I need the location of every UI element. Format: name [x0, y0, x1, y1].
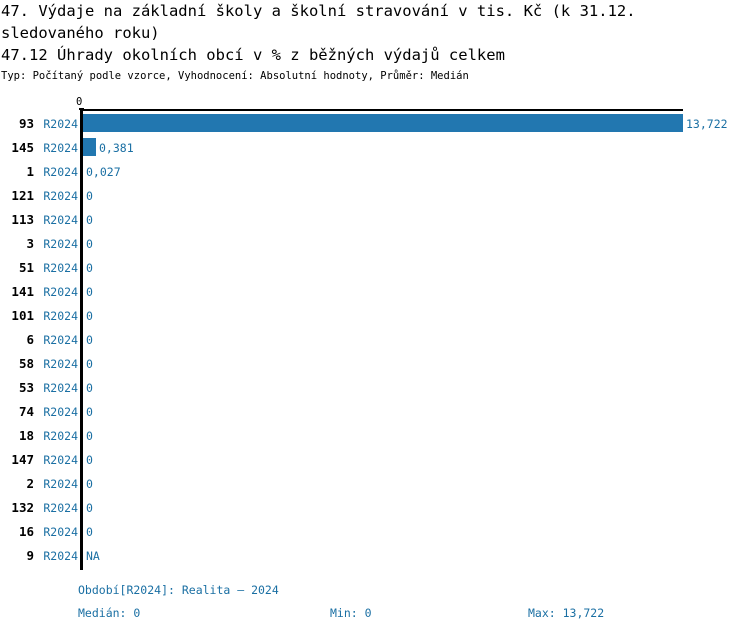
- row-period-label: R2024: [43, 453, 78, 467]
- bar-value-label: 0: [86, 213, 93, 227]
- bar-value-label: 0: [86, 357, 93, 371]
- row-id-label: 101: [11, 308, 34, 323]
- table-row: 145 R2024 0,381: [0, 136, 750, 160]
- stat-min: Min: 0: [330, 606, 372, 620]
- chart-header: 47. Výdaje na základní školy a školní st…: [0, 0, 750, 84]
- table-row: 3 R2024 0: [0, 232, 750, 256]
- table-row: 74 R2024 0: [0, 400, 750, 424]
- row-period-label: R2024: [43, 237, 78, 251]
- bar-chart-plot-area: 0 93 R2024 13,722 145 R2024 0,381 1 R2024 0,027 1…: [0, 96, 750, 576]
- row-id-label: 18: [18, 428, 34, 443]
- page-title: 47. Výdaje na základní školy a školní st…: [1, 2, 636, 42]
- row-period-label: R2024: [43, 117, 78, 131]
- table-row: 132 R2024 0: [0, 496, 750, 520]
- axis-zero-tick-label: 0: [76, 96, 83, 108]
- bar: [83, 114, 683, 132]
- table-row: 93 R2024 13,722: [0, 112, 750, 136]
- bar-value-label: 0: [86, 285, 93, 299]
- bar-rows-list: 93 R2024 13,722 145 R2024 0,381 1 R2024 0,027 121…: [0, 112, 750, 568]
- table-row: 53 R2024 0: [0, 376, 750, 400]
- row-id-label: 1: [26, 164, 34, 179]
- row-period-label: R2024: [43, 381, 78, 395]
- zero-axis-line: [80, 110, 83, 570]
- row-id-label: 121: [11, 188, 34, 203]
- row-period-label: R2024: [43, 429, 78, 443]
- bar-value-label: 0: [86, 429, 93, 443]
- table-row: 121 R2024 0: [0, 184, 750, 208]
- row-period-label: R2024: [43, 213, 78, 227]
- row-id-label: 6: [26, 332, 34, 347]
- row-id-label: 3: [26, 236, 34, 251]
- row-period-label: R2024: [43, 189, 78, 203]
- bar-value-label: 0: [86, 381, 93, 395]
- row-id-label: 58: [18, 356, 34, 371]
- bar-value-label: 13,722: [686, 117, 728, 131]
- table-row: 18 R2024 0: [0, 424, 750, 448]
- bar-value-label: 0: [86, 261, 93, 275]
- table-row: 9 R2024 NA: [0, 544, 750, 568]
- legend-period-label: Období[R2024]: Realita – 2024: [78, 583, 279, 597]
- bar-value-label: 0: [86, 309, 93, 323]
- bar-value-label: 0: [86, 333, 93, 347]
- row-period-label: R2024: [43, 333, 78, 347]
- bar-value-label: 0: [86, 525, 93, 539]
- row-id-label: 113: [11, 212, 34, 227]
- row-id-label: 145: [11, 140, 34, 155]
- indicator-subtitle: 47.12 Úhrady okolních obcí v % z běžných…: [1, 46, 505, 64]
- row-period-label: R2024: [43, 549, 78, 563]
- axis-zero-tick-mark: [79, 108, 84, 110]
- stat-median: Medián: 0: [78, 606, 141, 620]
- row-id-label: 147: [11, 452, 34, 467]
- table-row: 101 R2024 0: [0, 304, 750, 328]
- table-row: 16 R2024 0: [0, 520, 750, 544]
- bar-value-label: 0: [86, 501, 93, 515]
- row-period-label: R2024: [43, 261, 78, 275]
- row-period-label: R2024: [43, 165, 78, 179]
- row-period-label: R2024: [43, 405, 78, 419]
- row-id-label: 53: [18, 380, 34, 395]
- bar-value-label: NA: [86, 549, 100, 563]
- table-row: 51 R2024 0: [0, 256, 750, 280]
- table-row: 2 R2024 0: [0, 472, 750, 496]
- row-id-label: 2: [26, 476, 34, 491]
- bar-value-label: 0,027: [86, 165, 121, 179]
- bar-value-label: 0: [86, 453, 93, 467]
- bar-value-label: 0: [86, 237, 93, 251]
- row-period-label: R2024: [43, 501, 78, 515]
- row-period-label: R2024: [43, 309, 78, 323]
- row-id-label: 74: [18, 404, 34, 419]
- table-row: 58 R2024 0: [0, 352, 750, 376]
- row-id-label: 141: [11, 284, 34, 299]
- table-row: 147 R2024 0: [0, 448, 750, 472]
- table-row: 6 R2024 0: [0, 328, 750, 352]
- bar-value-label: 0: [86, 405, 93, 419]
- chart-meta-line: Typ: Počítaný podle vzorce, Vyhodnocení:…: [1, 70, 469, 82]
- stat-max: Max: 13,722: [528, 606, 605, 620]
- bar-value-label: 0: [86, 189, 93, 203]
- row-period-label: R2024: [43, 141, 78, 155]
- table-row: 141 R2024 0: [0, 280, 750, 304]
- row-id-label: 51: [18, 260, 34, 275]
- row-id-label: 16: [18, 524, 34, 539]
- row-period-label: R2024: [43, 477, 78, 491]
- row-period-label: R2024: [43, 357, 78, 371]
- table-row: 113 R2024 0: [0, 208, 750, 232]
- table-row: 1 R2024 0,027: [0, 160, 750, 184]
- bar-value-label: 0,381: [99, 141, 134, 155]
- bar-value-label: 0: [86, 477, 93, 491]
- row-id-label: 132: [11, 500, 34, 515]
- row-id-label: 93: [18, 116, 34, 131]
- row-period-label: R2024: [43, 525, 78, 539]
- row-id-label: 9: [26, 548, 34, 563]
- plot-top-rule: [83, 109, 683, 111]
- bar: [83, 138, 96, 156]
- row-period-label: R2024: [43, 285, 78, 299]
